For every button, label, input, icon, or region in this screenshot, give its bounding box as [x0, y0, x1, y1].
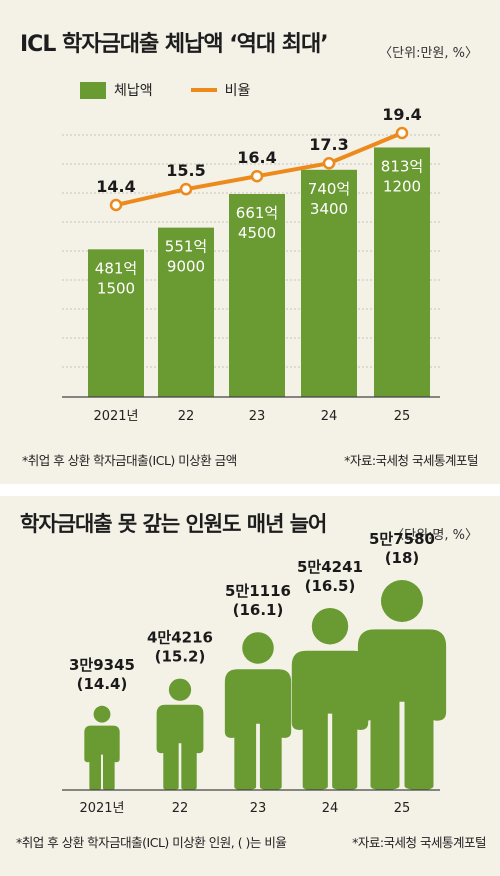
bar-value-label: 1200: [383, 177, 421, 195]
line-point: [250, 169, 264, 183]
bar: [158, 227, 214, 397]
person-icon: [224, 669, 292, 790]
person-count-label: 4만4216: [147, 629, 213, 647]
legend-bar-swatch: [80, 81, 106, 99]
person-head: [311, 608, 349, 645]
bar-value-label: 4500: [238, 224, 276, 242]
bar-value-label: 9000: [167, 258, 205, 276]
x-tick-label: 2021년: [93, 409, 138, 424]
chart1-svg: 481억 1500 551억 9000 661억 4500 740억 3400 813억 1200…: [62, 105, 440, 424]
person-icon: [291, 650, 369, 790]
person-head: [168, 678, 192, 701]
line-value-label: 19.4: [382, 105, 421, 124]
x-tick-label: 22: [178, 409, 195, 424]
x-tick-label: 23: [249, 409, 266, 424]
line-value-label: 15.5: [166, 161, 205, 180]
chart2-title: 학자금대출 못 갚는 인원도 매년 늘어: [20, 512, 327, 536]
line-value-label: 14.4: [96, 177, 135, 196]
bar-value-label: 551억: [165, 238, 207, 256]
person-ratio-label: (14.4): [77, 675, 128, 693]
person-count-label: 5만4241: [297, 558, 363, 576]
chart1-note-right: *자료:국세청 국세통계포털: [344, 453, 478, 468]
chart1-legend: 체납액 비율: [80, 80, 250, 100]
chart2-unit: 〈단위:명, %〉: [391, 528, 478, 543]
line-point: [395, 126, 409, 140]
person-icon: [156, 704, 204, 790]
line-value-label: 16.4: [237, 148, 276, 167]
bar-value-label: 1500: [97, 279, 135, 297]
bar-value-label: 481억: [95, 259, 137, 277]
bar: [301, 169, 357, 397]
chart1-title: ICL 학자금대출 체납액 ‘역대 최대’: [20, 32, 329, 57]
bar-value-label: 740억: [308, 180, 350, 198]
person-ratio-label: (18): [385, 549, 420, 567]
x-tick-label: 23: [250, 801, 267, 816]
line-point: [109, 198, 123, 212]
person-head: [381, 580, 423, 622]
x-tick-label: 22: [172, 801, 189, 816]
x-tick-label: 25: [394, 409, 411, 424]
person-icon: [84, 725, 120, 790]
chart1-unit: 〈단위:만원, %〉: [379, 46, 478, 61]
bar: [88, 249, 144, 397]
person-count-label: 5만7580: [369, 530, 435, 548]
person-ratio-label: (16.1): [233, 601, 284, 619]
bar: [374, 147, 430, 397]
bar-value-label: 3400: [310, 200, 348, 218]
x-tick-label: 24: [321, 409, 338, 424]
bar: [229, 194, 285, 397]
line-value-label: 17.3: [309, 135, 348, 154]
x-tick-label: 24: [322, 801, 339, 816]
chart2-note-left: *취업 후 상환 학자금대출(ICL) 미상환 인원, ( )는 비율: [16, 835, 287, 850]
line-point: [179, 182, 193, 196]
legend-line-label: 비율: [224, 83, 251, 99]
person-count-label: 3만9345: [69, 656, 135, 674]
chart1-note-left: *취업 후 상환 학자금대출(ICL) 미상환 금액: [22, 453, 237, 468]
bar-value-label: 661억: [236, 204, 278, 222]
person-head: [93, 705, 111, 723]
person-icon: [357, 629, 447, 790]
line-point: [322, 156, 336, 170]
person-count-label: 5만1116: [225, 582, 291, 600]
x-tick-label: 25: [394, 801, 411, 816]
person-ratio-label: (15.2): [155, 648, 206, 666]
legend-line-swatch: [190, 88, 217, 92]
x-tick-label: 2021년: [79, 801, 124, 816]
bar-value-label: 813억: [381, 157, 423, 175]
person-head: [242, 632, 274, 664]
legend-bar-label: 체납액: [114, 83, 153, 99]
person-ratio-label: (16.5): [305, 577, 356, 595]
chart2-note-right: *자료:국세청 국세통계포털: [352, 835, 486, 850]
section-divider: [0, 484, 500, 496]
